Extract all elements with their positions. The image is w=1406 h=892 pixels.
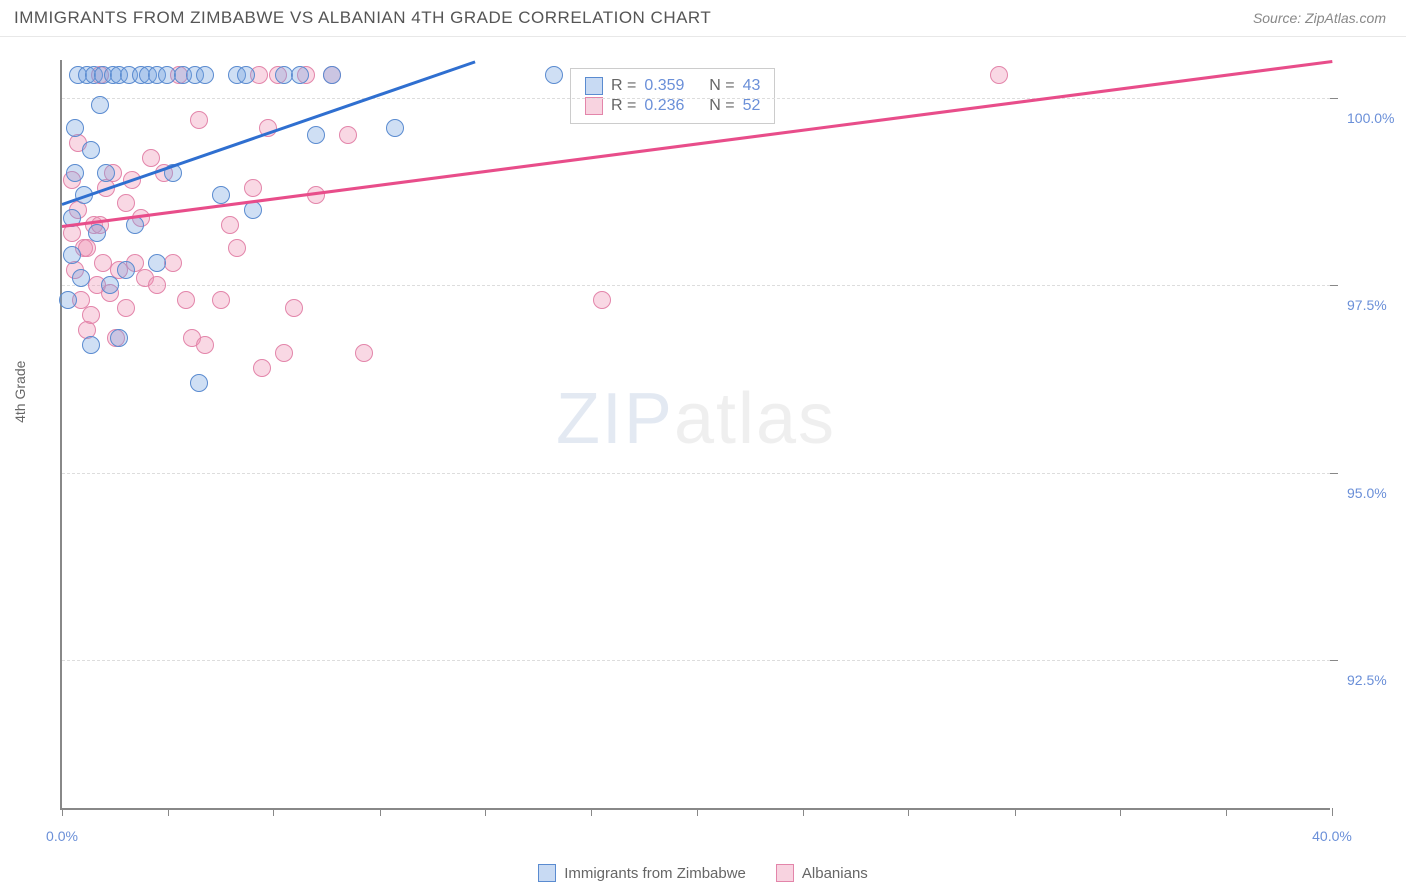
x-tick [908, 808, 909, 816]
x-tick [62, 808, 63, 816]
r-value-pink: 0.236 [644, 97, 684, 115]
data-point-pink [164, 254, 182, 272]
series-legend: Immigrants from Zimbabwe Albanians [0, 864, 1406, 882]
data-point-pink [82, 306, 100, 324]
n-label: N = [709, 97, 734, 115]
data-point-pink [990, 66, 1008, 84]
chart-title: IMMIGRANTS FROM ZIMBABWE VS ALBANIAN 4TH… [14, 8, 711, 28]
data-point-pink [117, 194, 135, 212]
data-point-pink [148, 276, 166, 294]
data-point-blue [386, 119, 404, 137]
y-tick [1330, 660, 1338, 661]
x-tick [697, 808, 698, 816]
data-point-pink [117, 299, 135, 317]
correlation-legend: R = 0.359 N = 43 R = 0.236 N = 52 [570, 68, 775, 124]
gridline [62, 660, 1330, 661]
legend-label-pink: Albanians [802, 865, 868, 882]
data-point-pink [177, 291, 195, 309]
watermark-atlas: atlas [674, 379, 836, 459]
data-point-blue [190, 374, 208, 392]
n-label: N = [709, 77, 734, 95]
data-point-blue [117, 261, 135, 279]
x-tick-label: 0.0% [46, 828, 78, 844]
swatch-pink-icon [776, 864, 794, 882]
data-point-pink [212, 291, 230, 309]
x-tick [591, 808, 592, 816]
watermark-zip: ZIP [556, 379, 674, 459]
data-point-blue [66, 164, 84, 182]
plot-region: ZIPatlas R = 0.359 N = 43 R = 0.236 N = … [60, 60, 1330, 810]
legend-item-blue: Immigrants from Zimbabwe [538, 864, 746, 882]
data-point-blue [323, 66, 341, 84]
data-point-blue [66, 119, 84, 137]
source-attribution: Source: ZipAtlas.com [1253, 10, 1386, 26]
swatch-blue-icon [538, 864, 556, 882]
y-axis-title: 4th Grade [12, 361, 28, 423]
data-point-blue [91, 96, 109, 114]
y-tick-label: 100.0% [1347, 110, 1394, 126]
x-tick [1226, 808, 1227, 816]
data-point-blue [196, 66, 214, 84]
y-tick [1330, 473, 1338, 474]
legend-row-pink: R = 0.236 N = 52 [585, 97, 760, 115]
legend-label-blue: Immigrants from Zimbabwe [564, 865, 746, 882]
r-label: R = [611, 97, 636, 115]
x-tick [380, 808, 381, 816]
x-tick [273, 808, 274, 816]
data-point-blue [82, 141, 100, 159]
swatch-blue-icon [585, 77, 603, 95]
data-point-blue [212, 186, 230, 204]
data-point-blue [237, 66, 255, 84]
x-tick [168, 808, 169, 816]
legend-item-pink: Albanians [776, 864, 868, 882]
y-tick-label: 97.5% [1347, 297, 1387, 313]
data-point-pink [196, 336, 214, 354]
data-point-blue [63, 246, 81, 264]
watermark: ZIPatlas [556, 378, 836, 460]
data-point-blue [545, 66, 563, 84]
data-point-pink [190, 111, 208, 129]
data-point-blue [148, 254, 166, 272]
x-tick [1015, 808, 1016, 816]
data-point-blue [97, 164, 115, 182]
data-point-blue [110, 329, 128, 347]
r-value-blue: 0.359 [644, 77, 684, 95]
data-point-blue [82, 336, 100, 354]
data-point-pink [593, 291, 611, 309]
y-tick [1330, 98, 1338, 99]
data-point-pink [355, 344, 373, 362]
data-point-pink [253, 359, 271, 377]
x-tick-label: 40.0% [1312, 828, 1352, 844]
legend-row-blue: R = 0.359 N = 43 [585, 77, 760, 95]
swatch-pink-icon [585, 97, 603, 115]
x-tick [1120, 808, 1121, 816]
chart-header: IMMIGRANTS FROM ZIMBABWE VS ALBANIAN 4TH… [0, 0, 1406, 37]
data-point-pink [275, 344, 293, 362]
data-point-pink [142, 149, 160, 167]
x-tick [485, 808, 486, 816]
data-point-blue [291, 66, 309, 84]
data-point-blue [59, 291, 77, 309]
gridline [62, 98, 1330, 99]
y-tick-label: 95.0% [1347, 485, 1387, 501]
data-point-blue [88, 224, 106, 242]
x-tick [803, 808, 804, 816]
y-tick-label: 92.5% [1347, 672, 1387, 688]
r-label: R = [611, 77, 636, 95]
gridline [62, 473, 1330, 474]
data-point-pink [221, 216, 239, 234]
data-point-blue [72, 269, 90, 287]
n-value-pink: 52 [743, 97, 761, 115]
data-point-blue [307, 126, 325, 144]
n-value-blue: 43 [743, 77, 761, 95]
data-point-pink [228, 239, 246, 257]
chart-area: ZIPatlas R = 0.359 N = 43 R = 0.236 N = … [50, 50, 1330, 810]
y-tick [1330, 285, 1338, 286]
data-point-pink [244, 179, 262, 197]
data-point-pink [285, 299, 303, 317]
data-point-pink [339, 126, 357, 144]
x-tick [1332, 808, 1333, 816]
gridline [62, 285, 1330, 286]
data-point-blue [101, 276, 119, 294]
